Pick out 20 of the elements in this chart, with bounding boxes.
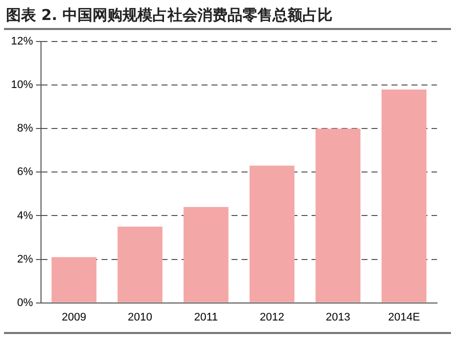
y-tick-label: 12% bbox=[10, 36, 34, 48]
bar bbox=[52, 257, 96, 302]
y-tick-label: 2% bbox=[17, 253, 34, 266]
x-tick-label: 2012 bbox=[260, 311, 284, 324]
x-tick-label: 2009 bbox=[62, 311, 86, 324]
bar bbox=[382, 89, 426, 302]
y-tick-label: 8% bbox=[17, 122, 34, 135]
y-tick-label: 6% bbox=[17, 166, 34, 178]
chart-title: 图表 2. 中国网购规模占社会消费品零售总额占比 bbox=[4, 4, 451, 30]
x-tick-label: 2011 bbox=[194, 311, 218, 324]
x-tick-label: 2010 bbox=[128, 311, 152, 324]
y-tick-label: 4% bbox=[17, 210, 34, 222]
bar bbox=[250, 166, 294, 302]
x-tick-label: 2014E bbox=[388, 311, 420, 324]
bar bbox=[184, 207, 228, 302]
bar bbox=[316, 128, 360, 302]
y-tick-label: 0% bbox=[17, 296, 34, 309]
bar bbox=[118, 226, 162, 302]
x-tick-label: 2013 bbox=[326, 311, 350, 324]
y-tick-label: 10% bbox=[10, 79, 34, 92]
